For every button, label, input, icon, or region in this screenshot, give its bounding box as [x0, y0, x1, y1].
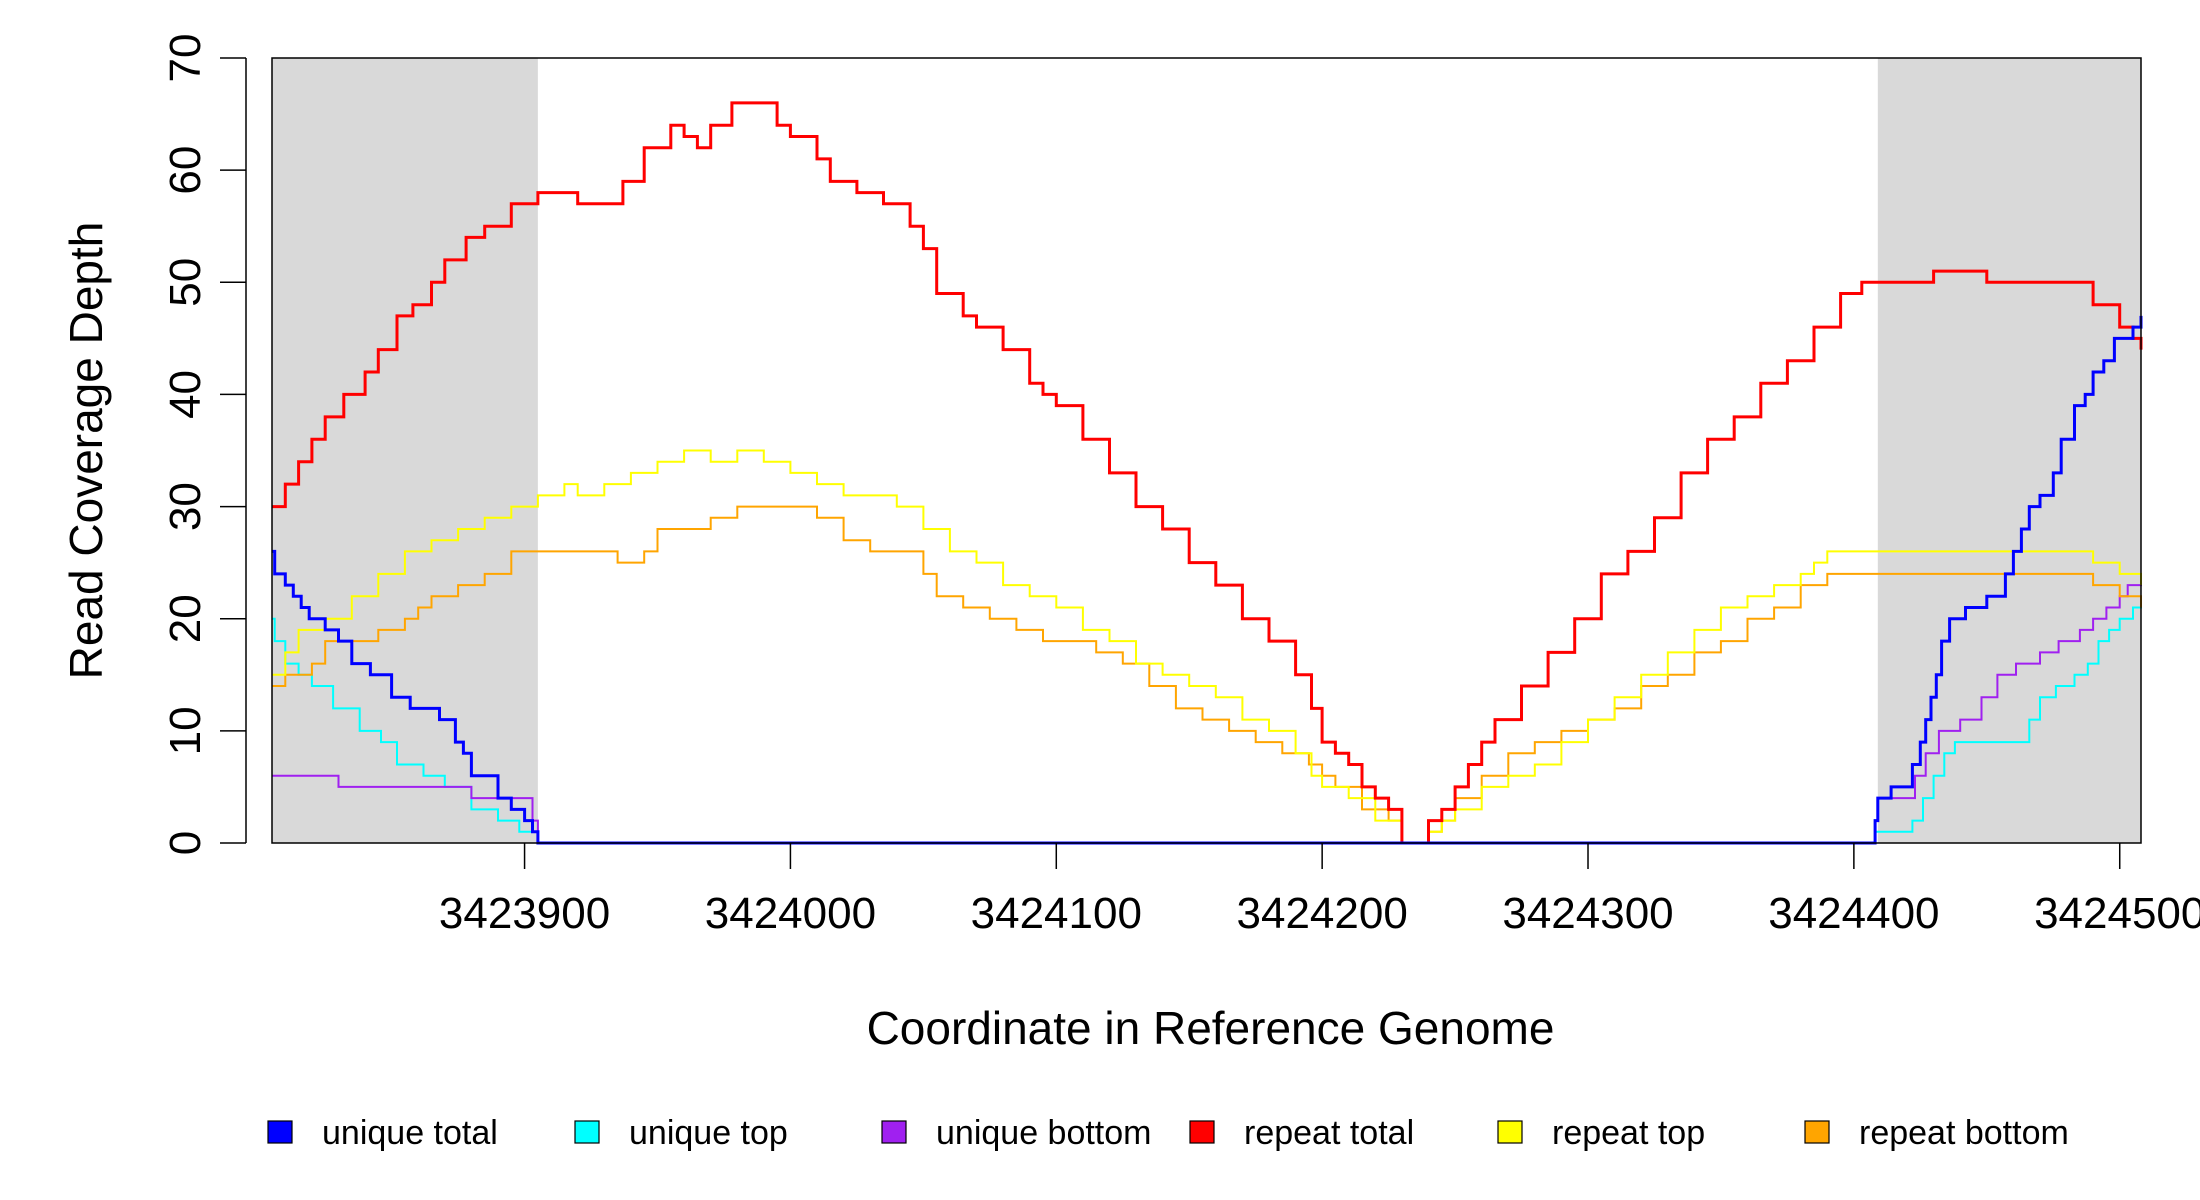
legend-swatch [574, 1120, 600, 1144]
x-tick-label: 3424500 [2034, 889, 2200, 938]
y-tick-label: 40 [161, 370, 210, 419]
shaded-regions [272, 58, 2141, 843]
shaded-region-1 [272, 58, 538, 843]
series-line-repeat-bottom [272, 505, 2142, 844]
y-tick-label: 70 [161, 34, 210, 83]
x-tick-label: 3423900 [439, 889, 610, 938]
legend-swatch [267, 1120, 293, 1144]
legend-label: repeat total [1244, 1114, 1414, 1152]
plot-frame [271, 57, 2142, 844]
series-line-unique-total [272, 315, 2143, 845]
legend-swatch [1497, 1120, 1523, 1144]
shaded-region-2 [1877, 58, 2141, 843]
x-tick-label: 3424000 [705, 889, 876, 938]
y-tick-label: 10 [161, 706, 210, 755]
y-tick-label: 20 [161, 594, 210, 643]
legend-label: repeat top [1552, 1114, 1705, 1152]
legend-label: unique bottom [936, 1114, 1152, 1152]
series-line-unique-bottom [272, 573, 2142, 844]
x-axis-title: Coordinate in Reference Genome [867, 1002, 1555, 1054]
x-tick-label: 3424400 [1768, 889, 1939, 938]
legend-swatch [1189, 1120, 1215, 1144]
y-axis: 0 10 20 30 40 50 60 70 [161, 34, 247, 855]
x-tick-label: 3424100 [971, 889, 1142, 938]
x-axis: 3423900 3424000 3424100 3424200 3424300 34244… [439, 843, 2200, 938]
x-tick-label: 3424300 [1502, 889, 1673, 938]
legend-swatch [1804, 1120, 1830, 1144]
legend-label: unique total [322, 1114, 498, 1152]
y-tick-label: 50 [161, 258, 210, 307]
x-tick-label: 3424200 [1237, 889, 1408, 938]
series-lines [272, 101, 2143, 845]
y-tick-label: 0 [161, 831, 210, 855]
y-tick-label: 60 [161, 146, 210, 195]
legend-label: repeat bottom [1859, 1114, 2069, 1152]
series-line-repeat-total [272, 101, 2143, 845]
series-line-repeat-top [272, 449, 2142, 844]
legend-label: unique top [629, 1114, 788, 1152]
legend-swatch [881, 1120, 907, 1144]
legend: unique total unique top unique bottom repea… [267, 1114, 2069, 1152]
y-axis-title: Read Coverage Depth [60, 222, 112, 680]
y-tick-label: 30 [161, 482, 210, 531]
